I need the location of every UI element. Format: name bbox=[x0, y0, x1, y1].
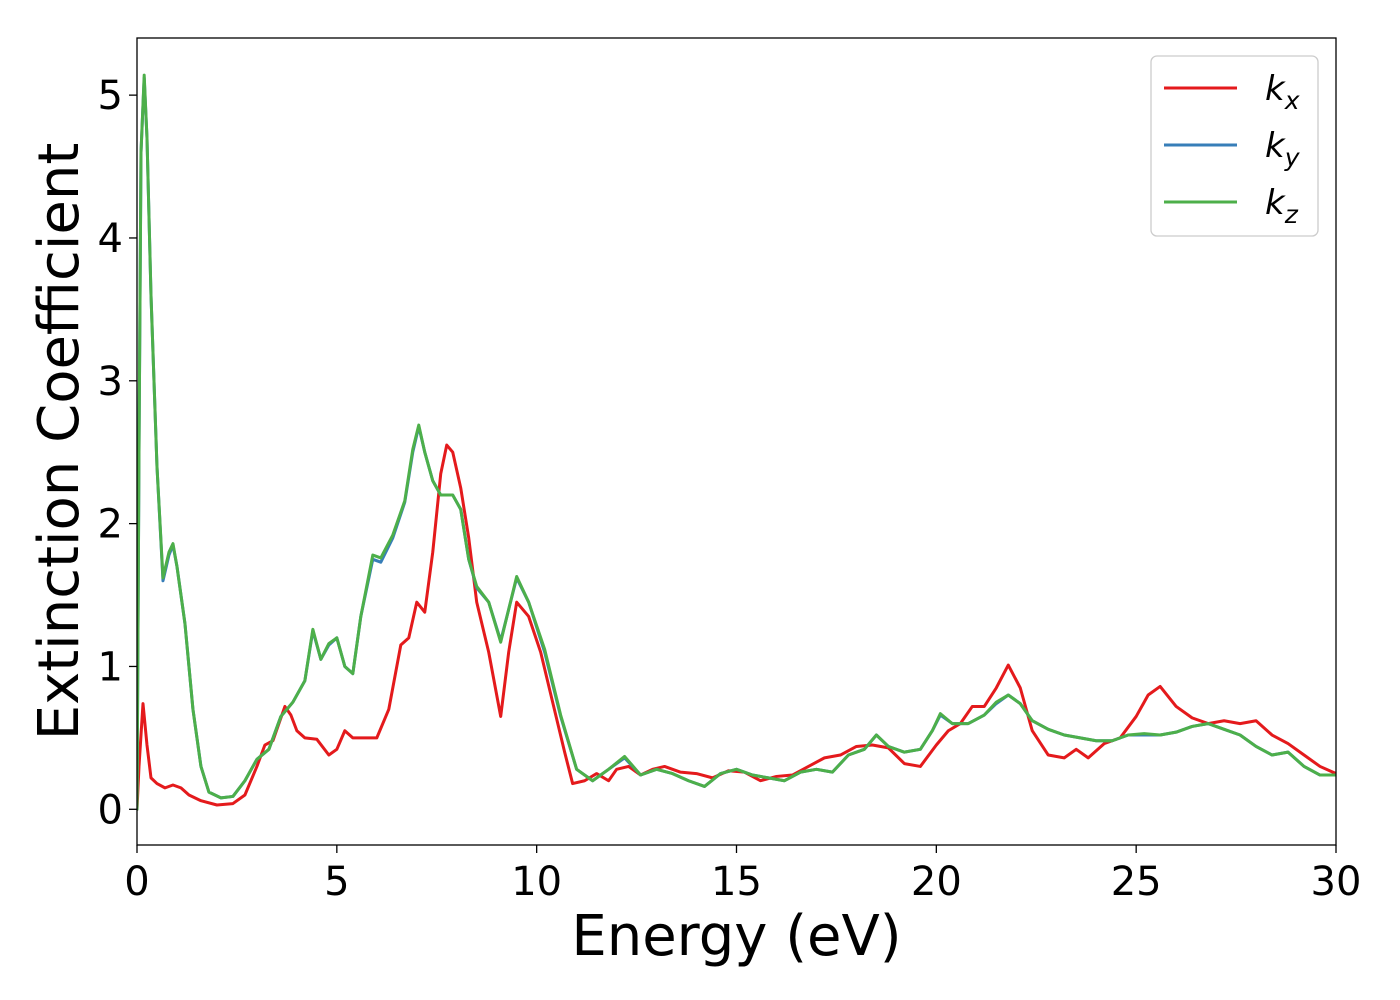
x-tick-label: 25 bbox=[1111, 859, 1162, 905]
y-tick-label: 0 bbox=[98, 787, 123, 833]
series-line-x bbox=[137, 443, 1336, 811]
x-axis: 0 5 10 15 20 25 30 bbox=[124, 845, 1361, 905]
y-tick-label: 4 bbox=[98, 216, 123, 262]
x-axis-label: Energy (eV) bbox=[571, 904, 901, 969]
legend-label-x: kx bbox=[1265, 69, 1300, 115]
y-axis: 0 1 2 3 4 5 bbox=[98, 73, 137, 833]
y-tick-label: 3 bbox=[98, 359, 123, 405]
x-tick-label: 10 bbox=[511, 859, 562, 905]
x-tick-label: 5 bbox=[324, 859, 349, 905]
legend: kx ky kz bbox=[1150, 55, 1319, 237]
x-tick-label: 0 bbox=[124, 859, 149, 905]
series-layer bbox=[137, 73, 1336, 811]
series-line-z bbox=[137, 73, 1336, 811]
legend-label-z: kz bbox=[1265, 183, 1299, 229]
y-tick-label: 2 bbox=[98, 502, 123, 548]
x-tick-label: 20 bbox=[911, 859, 962, 905]
y-tick-label: 1 bbox=[98, 644, 123, 690]
x-tick-label: 30 bbox=[1311, 859, 1362, 905]
legend-label-y: ky bbox=[1265, 126, 1301, 172]
y-tick-label: 5 bbox=[98, 73, 123, 119]
y-axis-label: Extinction Coefficient bbox=[27, 143, 92, 741]
x-tick-label: 15 bbox=[711, 859, 762, 905]
